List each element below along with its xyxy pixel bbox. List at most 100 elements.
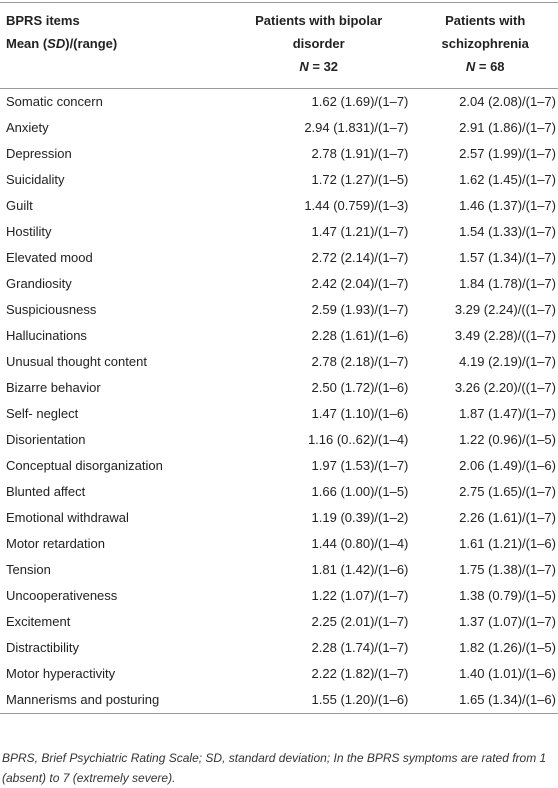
- item-cell: Hostility: [6, 224, 52, 239]
- header-text: disorder: [292, 36, 345, 51]
- value-cell: 1.40 (1.01)/(1–6): [459, 666, 556, 681]
- header-cell: Patients with schizophrenia N = 68: [410, 2, 558, 89]
- header-cell: Patients with bipolar disorder N = 32: [225, 2, 411, 89]
- header-text: BPRS items: [6, 13, 80, 28]
- value-cell: 1.22 (1.07)/(1–7): [311, 588, 409, 603]
- value-cell: 2.78 (2.18)/(1–7): [311, 354, 409, 369]
- table-row: Somatic concern 1.62 (1.69)/(1–7) 2.04 (2.…: [0, 89, 558, 116]
- table-row: Suspiciousness 2.59 (1.93)/(1–7) 3.29 (2.2…: [0, 297, 558, 323]
- item-cell: Emotional withdrawal: [6, 510, 129, 525]
- header-row: BPRS items Mean (SD)/(range) Patients wi…: [0, 2, 558, 89]
- table-row: Depression 2.78 (1.91)/(1–7) 2.57 (1.99)/(…: [0, 141, 558, 167]
- data-table: BPRS items Mean (SD)/(range) Patients wi…: [0, 2, 558, 714]
- table-row: Conceptual disorganization 1.97 (1.53)/(1…: [0, 453, 558, 479]
- item-cell: Grandiosity: [6, 276, 72, 291]
- value-cell: 1.55 (1.20)/(1–6): [225, 687, 411, 714]
- table-row: Grandiosity 2.42 (2.04)/(1–7) 1.84 (1.78)/…: [0, 271, 558, 297]
- header-text: Patients with bipolar: [255, 13, 383, 28]
- item-cell: Blunted affect: [6, 484, 86, 499]
- item-cell: Bizarre behavior: [6, 380, 101, 395]
- value-cell: 1.62 (1.45)/(1–7): [459, 172, 556, 187]
- item-cell: Disorientation: [6, 432, 86, 447]
- item-cell: Suspiciousness: [6, 302, 97, 317]
- item-cell: Motor hyperactivity: [6, 666, 116, 681]
- header-text: Patients with: [445, 13, 526, 28]
- value-cell: 2.26 (1.61)/(1–7): [459, 510, 556, 525]
- item-cell: Uncooperativeness: [6, 588, 118, 603]
- table-header: BPRS items Mean (SD)/(range) Patients wi…: [0, 2, 558, 89]
- value-cell: 2.78 (1.91)/(1–7): [311, 146, 409, 161]
- table-row: Self- neglect 1.47 (1.10)/(1–6) 1.87 (1.47…: [0, 401, 558, 427]
- value-cell: 1.66 (1.00)/(1–5): [311, 484, 409, 499]
- header-cell: BPRS items Mean (SD)/(range): [0, 2, 225, 89]
- value-cell: 1.22 (0.96)/(1–5): [459, 432, 556, 447]
- value-cell: 1.47 (1.10)/(1–6): [311, 406, 409, 421]
- item-cell: Anxiety: [6, 120, 49, 135]
- value-cell: 2.04 (2.08)/(1–7): [459, 94, 556, 109]
- value-cell: 2.06 (1.49)/(1–6): [459, 458, 556, 473]
- value-cell: 2.25 (2.01)/(1–7): [311, 614, 409, 629]
- header-text: N: [465, 59, 476, 74]
- value-cell: 2.22 (1.82)/(1–7): [311, 666, 409, 681]
- item-cell: Somatic concern: [6, 94, 103, 109]
- value-cell: 2.50 (1.72)/(1–6): [311, 380, 409, 395]
- value-cell: 1.47 (1.21)/(1–7): [311, 224, 409, 239]
- value-cell: 1.46 (1.37)/(1–7): [459, 198, 556, 213]
- header-text: )/(range): [65, 36, 118, 51]
- value-cell: 1.72 (1.27)/(1–5): [311, 172, 409, 187]
- table-row: Anxiety 2.94 (1.831)/(1–7) 2.91 (1.86)/(1–…: [0, 115, 558, 141]
- value-cell: 2.72 (2.14)/(1–7): [311, 250, 409, 265]
- item-cell: Guilt: [6, 198, 33, 213]
- value-cell: 3.49 (2.28)/((1–7): [454, 328, 556, 343]
- item-cell: Suicidality: [6, 172, 65, 187]
- table-row: Suicidality 1.72 (1.27)/(1–5) 1.62 (1.45)/…: [0, 167, 558, 193]
- table-row: Hallucinations 2.28 (1.61)/(1–6) 3.49 (2.2…: [0, 323, 558, 349]
- value-cell: 2.28 (1.61)/(1–6): [311, 328, 409, 343]
- value-cell: 1.57 (1.34)/(1–7): [459, 250, 556, 265]
- header-text: N: [299, 59, 309, 74]
- value-cell: 2.59 (1.93)/(1–7): [311, 302, 409, 317]
- table-row: Guilt 1.44 (0.759)/(1–3) 1.46 (1.37)/(1–7): [0, 193, 558, 219]
- value-cell: 4.19 (2.19)/(1–7): [459, 354, 556, 369]
- item-cell: Mannerisms and posturing: [0, 687, 225, 714]
- value-cell: 1.44 (0.80)/(1–4): [311, 536, 409, 551]
- value-cell: 1.16 (0..62)/(1–4): [307, 432, 409, 447]
- item-cell: Self- neglect: [6, 406, 79, 421]
- table-row: Tension 1.81 (1.42)/(1–6) 1.75 (1.38)/(1–7…: [0, 557, 558, 583]
- item-cell: Motor retardation: [6, 536, 105, 551]
- item-cell: Unusual thought content: [6, 354, 147, 369]
- value-cell: 1.82 (1.26)/(1–5): [459, 640, 556, 655]
- value-cell: 2.42 (2.04)/(1–7): [311, 276, 409, 291]
- item-cell: Conceptual disorganization: [6, 458, 163, 473]
- value-cell: 2.28 (1.74)/(1–7): [311, 640, 409, 655]
- table-body: Somatic concern 1.62 (1.69)/(1–7) 2.04 (2.…: [0, 89, 558, 714]
- value-cell: 2.91 (1.86)/(1–7): [459, 120, 556, 135]
- table-row: Motor hyperactivity 2.22 (1.82)/(1–7) 1.40…: [0, 661, 558, 687]
- value-cell: 1.97 (1.53)/(1–7): [311, 458, 409, 473]
- value-cell: 1.62 (1.69)/(1–7): [311, 94, 409, 109]
- value-cell: 3.26 (2.20)/((1–7): [454, 380, 556, 395]
- item-cell: Hallucinations: [6, 328, 87, 343]
- item-cell: Elevated mood: [6, 250, 93, 265]
- value-cell: 1.81 (1.42)/(1–6): [311, 562, 409, 577]
- header-text: schizophrenia: [441, 36, 529, 51]
- header-text: = 32: [308, 59, 339, 74]
- table-row: Excitement 2.25 (2.01)/(1–7) 1.37 (1.07)/(…: [0, 609, 558, 635]
- value-cell: 2.75 (1.65)/(1–7): [459, 484, 556, 499]
- table-row: Mannerisms and posturing 1.55 (1.20)/(1–6…: [0, 687, 558, 714]
- value-cell: 1.84 (1.78)/(1–7): [459, 276, 556, 291]
- value-cell: 1.37 (1.07)/(1–7): [459, 614, 556, 629]
- value-cell: 1.61 (1.21)/(1–6): [459, 536, 556, 551]
- value-cell: 1.87 (1.47)/(1–7): [459, 406, 556, 421]
- header-text: Mean (: [6, 36, 48, 51]
- table-row: Uncooperativeness 1.22 (1.07)/(1–7) 1.38 (…: [0, 583, 558, 609]
- table-row: Blunted affect 1.66 (1.00)/(1–5) 2.75 (1.6…: [0, 479, 558, 505]
- table-row: Elevated mood 2.72 (2.14)/(1–7) 1.57 (1.34…: [0, 245, 558, 271]
- value-cell: 1.19 (0.39)/(1–2): [311, 510, 409, 525]
- header-text: = 68: [475, 59, 505, 74]
- value-cell: 1.65 (1.34)/(1–6): [410, 687, 558, 714]
- value-cell: 2.94 (1.831)/(1–7): [304, 120, 409, 135]
- value-cell: 1.44 (0.759)/(1–3): [304, 198, 409, 213]
- table-row: Unusual thought content 2.78 (2.18)/(1–7)…: [0, 349, 558, 375]
